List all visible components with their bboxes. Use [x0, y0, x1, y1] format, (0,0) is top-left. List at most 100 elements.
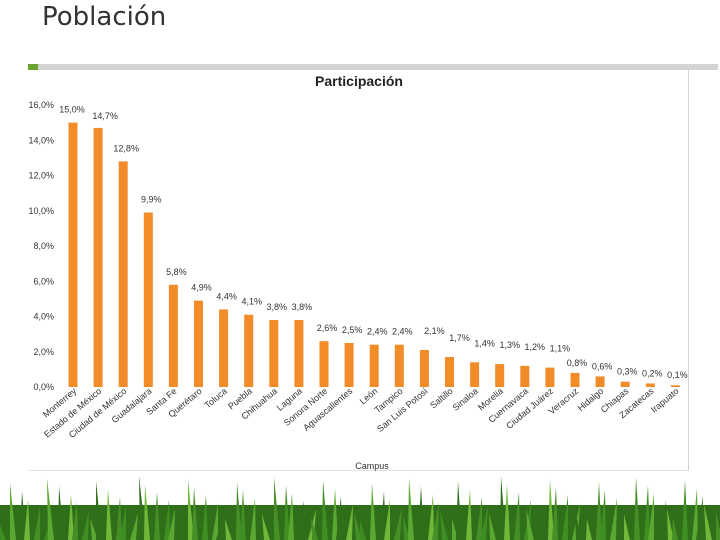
- grass-decoration: [0, 476, 720, 540]
- data-label: 0,6%: [592, 361, 613, 371]
- bar: [168, 284, 178, 387]
- x-tick-label: Sinaloa: [450, 386, 479, 413]
- bar: [219, 309, 229, 387]
- data-label: 2,5%: [342, 325, 363, 335]
- grass-blade: [667, 509, 674, 540]
- bar: [570, 372, 580, 387]
- grass-blade: [130, 513, 138, 540]
- bar: [118, 161, 128, 387]
- grass-blade: [384, 499, 390, 540]
- bar: [344, 342, 354, 387]
- bar: [670, 385, 680, 387]
- grass-blade: [624, 514, 630, 540]
- y-tick-label: 8,0%: [33, 241, 54, 251]
- grass-blade: [480, 505, 488, 540]
- grass-blade: [552, 487, 558, 540]
- grass-blade: [644, 485, 650, 540]
- y-tick-label: 12,0%: [28, 171, 54, 181]
- data-label: 2,6%: [317, 323, 338, 333]
- data-label: 4,1%: [241, 297, 262, 307]
- grass-blade: [408, 478, 414, 540]
- grass-blade: [466, 489, 472, 540]
- grass-blade: [332, 488, 338, 540]
- bar: [319, 341, 329, 387]
- grass-blade: [188, 479, 194, 540]
- grass-blade: [72, 502, 78, 540]
- grass-blade: [0, 525, 6, 540]
- grass-blade: [380, 491, 386, 540]
- grass-blade: [298, 501, 304, 540]
- bar: [244, 314, 254, 387]
- data-label: 2,4%: [367, 327, 388, 337]
- title-divider: [28, 64, 718, 70]
- x-tick-label: Toluca: [203, 386, 229, 410]
- data-label: 4,4%: [216, 291, 237, 301]
- grass-blade: [47, 478, 54, 540]
- data-label: 1,3%: [499, 340, 520, 350]
- grass-blade: [10, 483, 16, 540]
- grass-blade: [225, 519, 232, 540]
- grass-blade: [144, 484, 150, 540]
- grass-blade: [34, 507, 40, 540]
- bar: [143, 212, 153, 387]
- bar: [419, 349, 429, 387]
- grass-blade: [648, 493, 654, 540]
- grass-blade: [216, 511, 224, 540]
- bar: [620, 381, 630, 387]
- grass-blade: [658, 501, 666, 540]
- grass-blade: [504, 484, 510, 540]
- grass-blade: [96, 481, 102, 540]
- data-label: 4,9%: [191, 283, 212, 293]
- grass-blade: [432, 502, 439, 540]
- grass-blade: [24, 499, 30, 540]
- grass-blade: [704, 504, 712, 540]
- data-label: 2,4%: [392, 327, 413, 337]
- y-tick-label: 0,0%: [33, 382, 54, 392]
- bar: [269, 320, 279, 387]
- grass-blade: [262, 514, 270, 540]
- grass-blade: [120, 505, 126, 540]
- data-label: 3,8%: [267, 302, 288, 312]
- grass-blade: [274, 477, 280, 540]
- grass-blade: [489, 513, 496, 540]
- grass-blade: [202, 495, 208, 540]
- data-label: 5,8%: [166, 267, 187, 277]
- grass-blade: [596, 482, 602, 540]
- grass-blade: [68, 494, 74, 540]
- grass-blade: [526, 508, 534, 540]
- grass-blade: [212, 503, 218, 540]
- grass-blade: [692, 488, 698, 540]
- data-label: 0,1%: [667, 370, 688, 380]
- grass-blade: [672, 517, 678, 540]
- grass-blade: [240, 490, 246, 540]
- y-tick-label: 4,0%: [33, 312, 54, 322]
- grass-blade: [106, 489, 112, 540]
- grass-blade: [538, 516, 544, 540]
- grass-blade: [610, 498, 617, 540]
- data-label: 1,2%: [525, 342, 546, 352]
- grass-blade: [168, 508, 175, 540]
- grass-blade: [322, 480, 328, 540]
- bar: [520, 365, 530, 387]
- data-label: 3,8%: [292, 302, 313, 312]
- grass-blade: [288, 493, 294, 540]
- bar: [645, 383, 655, 387]
- grass-blade: [456, 481, 462, 540]
- data-label: 1,7%: [449, 333, 470, 343]
- grass-blade: [311, 517, 318, 540]
- bar: [294, 320, 304, 387]
- bar: [595, 376, 605, 387]
- grass-blade: [164, 500, 170, 540]
- grass-blade: [394, 507, 402, 540]
- x-tick-label: Irapuato: [649, 386, 681, 415]
- data-label: 0,8%: [567, 358, 588, 368]
- y-tick-label: 10,0%: [28, 206, 54, 216]
- grass-blade: [154, 492, 160, 540]
- grass-blade: [476, 497, 482, 540]
- grass-blade: [586, 519, 592, 540]
- grass-blade: [139, 476, 146, 540]
- bar: [445, 357, 454, 387]
- grass-blade: [696, 496, 703, 540]
- grass-blade: [716, 512, 720, 540]
- grass-blade: [336, 496, 342, 540]
